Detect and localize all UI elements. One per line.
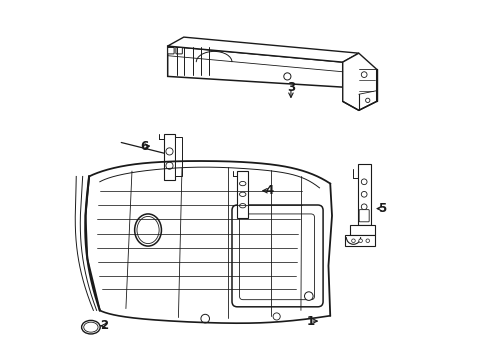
Polygon shape bbox=[167, 46, 342, 87]
Circle shape bbox=[201, 314, 209, 323]
Text: 6: 6 bbox=[140, 140, 148, 153]
Text: 1: 1 bbox=[306, 315, 314, 328]
Polygon shape bbox=[167, 37, 358, 62]
FancyBboxPatch shape bbox=[176, 48, 182, 54]
Ellipse shape bbox=[239, 181, 245, 186]
Circle shape bbox=[361, 192, 366, 197]
FancyBboxPatch shape bbox=[167, 48, 174, 54]
Ellipse shape bbox=[134, 214, 161, 246]
Text: 2: 2 bbox=[100, 319, 108, 332]
Circle shape bbox=[365, 239, 369, 243]
Circle shape bbox=[165, 162, 173, 169]
Polygon shape bbox=[175, 137, 182, 176]
Text: 5: 5 bbox=[377, 202, 386, 215]
Circle shape bbox=[358, 239, 362, 243]
Ellipse shape bbox=[239, 192, 245, 197]
Circle shape bbox=[361, 179, 366, 185]
Circle shape bbox=[283, 73, 290, 80]
Polygon shape bbox=[163, 134, 175, 180]
Polygon shape bbox=[342, 53, 376, 111]
FancyBboxPatch shape bbox=[239, 214, 314, 300]
Ellipse shape bbox=[239, 203, 245, 208]
Polygon shape bbox=[357, 164, 370, 225]
Circle shape bbox=[351, 239, 354, 243]
Circle shape bbox=[361, 72, 366, 77]
Polygon shape bbox=[237, 171, 248, 217]
Ellipse shape bbox=[83, 322, 98, 332]
Text: 3: 3 bbox=[286, 81, 294, 94]
FancyBboxPatch shape bbox=[231, 205, 323, 307]
Circle shape bbox=[365, 98, 369, 103]
Text: 4: 4 bbox=[265, 184, 273, 197]
Ellipse shape bbox=[81, 320, 100, 334]
Circle shape bbox=[304, 292, 312, 300]
Ellipse shape bbox=[137, 216, 159, 244]
Polygon shape bbox=[344, 235, 374, 246]
Circle shape bbox=[272, 313, 280, 320]
Polygon shape bbox=[349, 225, 374, 235]
Circle shape bbox=[165, 148, 173, 155]
FancyBboxPatch shape bbox=[358, 210, 368, 222]
Circle shape bbox=[361, 204, 366, 210]
